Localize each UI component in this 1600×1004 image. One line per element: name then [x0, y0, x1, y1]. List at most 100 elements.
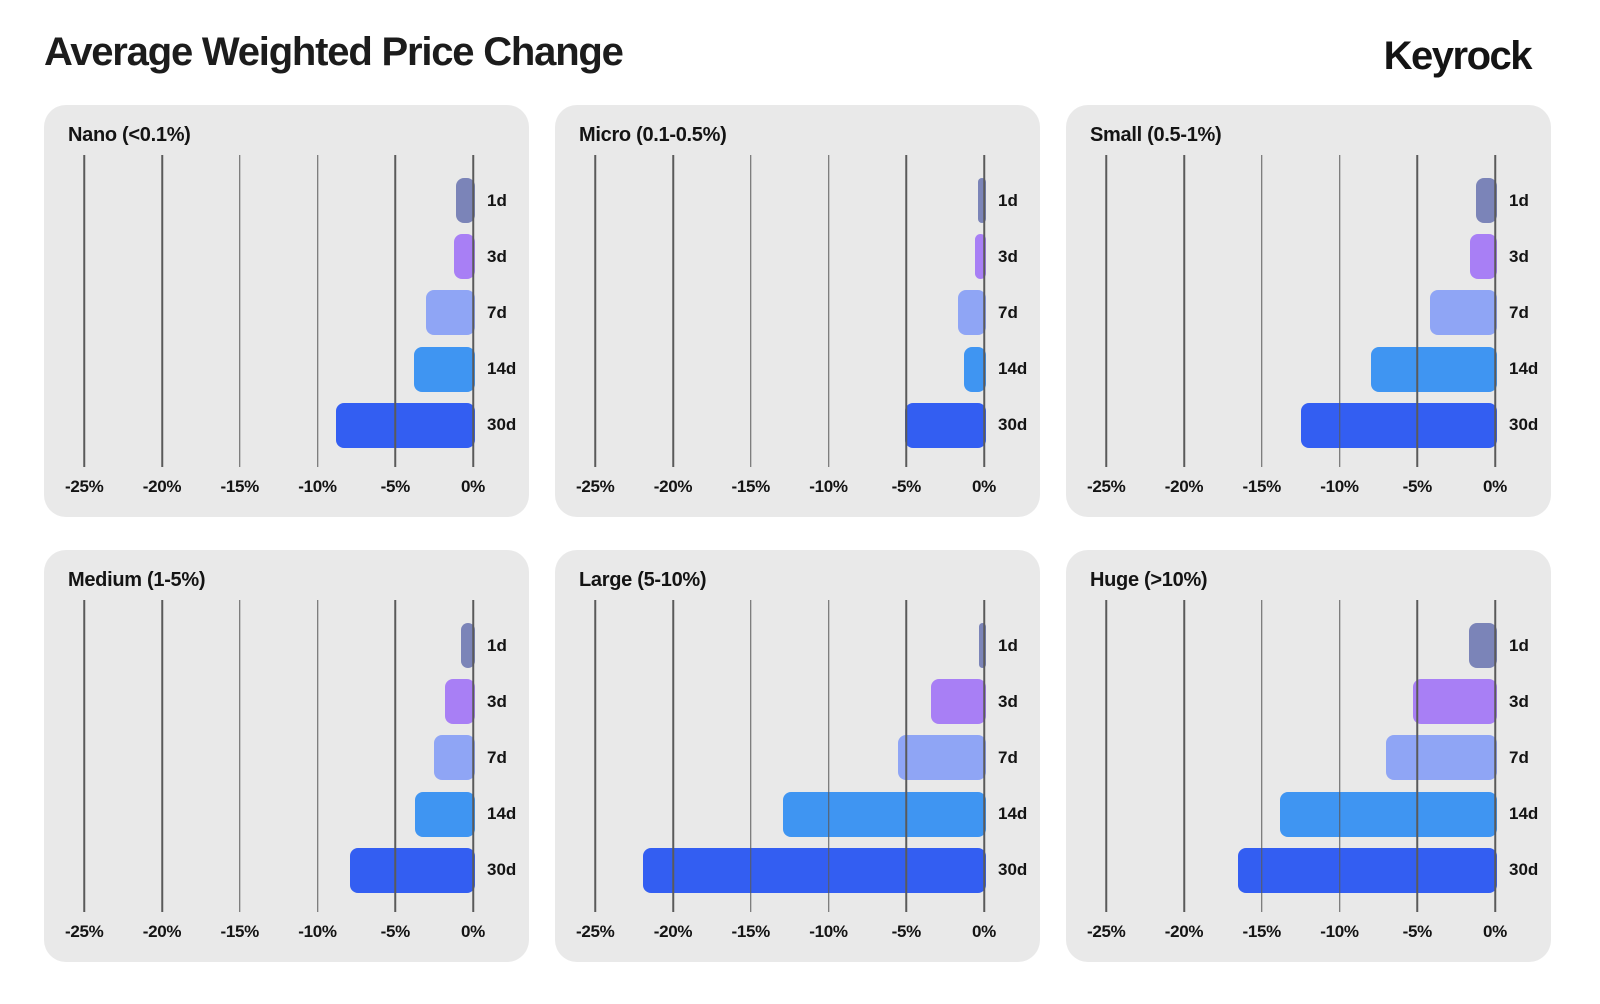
gridline: [239, 155, 241, 467]
gridline: [161, 600, 163, 912]
x-tick-label: -10%: [809, 477, 848, 496]
x-tick-label: -15%: [731, 477, 771, 496]
charts-grid: Nano (<0.1%) 1d 3d 7d 14d 30d -25% -20% -15% -10%…: [44, 105, 1551, 962]
panel-title: Large (5-10%): [579, 569, 707, 591]
x-tick-label: -5%: [1402, 922, 1433, 941]
panel-title: Nano (<0.1%): [68, 124, 191, 146]
category-label-7d: 7d: [1509, 747, 1529, 767]
page-title: Average Weighted Price Change: [44, 30, 624, 74]
x-tick-label: -15%: [731, 922, 771, 941]
x-tick-label: -5%: [380, 922, 411, 941]
panel-micro: Micro (0.1-0.5%) 1d 3d 7d 14d 30d -25% -20% -15%…: [555, 105, 1040, 517]
category-label-7d: 7d: [1509, 302, 1529, 322]
category-label-1d: 1d: [487, 190, 507, 210]
gridline: [239, 600, 241, 912]
bar-7d: [957, 290, 986, 336]
x-tick-label: -15%: [220, 477, 260, 496]
category-label-1d: 1d: [998, 635, 1018, 655]
panel-title: Huge (>10%): [1090, 569, 1208, 591]
bar-30d: [336, 402, 475, 448]
category-label-14d: 14d: [1509, 359, 1539, 379]
x-tick-label: -10%: [298, 922, 337, 941]
category-label-3d: 3d: [1509, 246, 1529, 266]
x-tick-label: -20%: [1164, 922, 1204, 941]
gridline: [672, 600, 674, 912]
bar-3d: [931, 679, 986, 725]
category-label-1d: 1d: [998, 190, 1018, 210]
gridline: [472, 155, 474, 467]
panel-title: Micro (0.1-0.5%): [579, 124, 727, 146]
gridline: [1494, 600, 1496, 912]
x-tick-label: -20%: [142, 922, 182, 941]
category-label-30d: 30d: [998, 415, 1028, 435]
category-label-30d: 30d: [1509, 860, 1539, 880]
x-tick-label: -15%: [1242, 922, 1282, 941]
panel-title: Small (0.5-1%): [1090, 124, 1222, 146]
panel-nano: Nano (<0.1%) 1d 3d 7d 14d 30d -25% -20% -15% -10%…: [44, 105, 529, 517]
gridline: [983, 155, 985, 467]
bar-7d: [426, 290, 475, 336]
category-label-1d: 1d: [487, 635, 507, 655]
x-tick-label: -10%: [1320, 922, 1359, 941]
bar-3d: [454, 234, 475, 280]
bar-14d: [413, 346, 475, 392]
gridline: [905, 155, 907, 467]
header: Average Weighted Price Change Keyrock: [44, 30, 1551, 90]
bar-30d: [904, 402, 986, 448]
category-label-7d: 7d: [998, 747, 1018, 767]
bar-7d: [1429, 290, 1497, 336]
gridline: [83, 600, 85, 912]
x-tick-label: 0%: [461, 477, 485, 496]
gridline: [905, 600, 907, 912]
gridline: [1338, 600, 1341, 912]
gridline: [161, 155, 163, 467]
gridline: [1494, 155, 1496, 467]
category-label-7d: 7d: [998, 302, 1018, 322]
gridline: [827, 155, 830, 467]
gridline: [1261, 155, 1263, 467]
bar-1d: [1468, 623, 1497, 668]
category-label-30d: 30d: [1509, 415, 1539, 435]
gridline: [1416, 155, 1418, 467]
x-tick-label: -25%: [1087, 477, 1126, 496]
gridline: [1261, 600, 1263, 912]
category-label-1d: 1d: [1509, 635, 1529, 655]
x-tick-label: 0%: [1483, 922, 1507, 941]
category-label-14d: 14d: [998, 359, 1028, 379]
x-tick-label: 0%: [1483, 477, 1507, 496]
gridline: [1105, 155, 1107, 467]
bar-7d: [434, 735, 475, 781]
x-tick-label: -25%: [65, 922, 104, 941]
x-tick-label: 0%: [972, 477, 996, 496]
category-label-3d: 3d: [1509, 691, 1529, 711]
category-label-3d: 3d: [487, 246, 507, 266]
x-tick-label: -10%: [809, 922, 848, 941]
category-label-14d: 14d: [1509, 804, 1539, 824]
x-tick-label: -20%: [142, 477, 182, 496]
bar-1d: [979, 623, 986, 668]
bar-30d: [1238, 847, 1497, 893]
x-tick-label: -10%: [1320, 477, 1359, 496]
bar-1d: [460, 623, 475, 668]
gridline: [472, 600, 474, 912]
x-tick-label: -5%: [891, 477, 922, 496]
category-label-7d: 7d: [487, 747, 507, 767]
panel-large: Large (5-10%) 1d 3d 7d 14d 30d -25% -20% -15% -10…: [555, 550, 1040, 962]
gridline: [1183, 155, 1185, 467]
bar-30d: [350, 847, 475, 893]
x-tick-label: -25%: [1087, 922, 1126, 941]
gridline: [1338, 155, 1341, 467]
category-label-14d: 14d: [487, 804, 517, 824]
bar-14d: [415, 791, 475, 837]
x-tick-label: -5%: [1402, 477, 1433, 496]
x-tick-label: -25%: [65, 477, 104, 496]
gridline: [594, 155, 596, 467]
bar-14d: [963, 346, 986, 392]
category-label-3d: 3d: [487, 691, 507, 711]
category-label-30d: 30d: [998, 860, 1028, 880]
x-tick-label: -20%: [653, 477, 693, 496]
bar-1d: [977, 178, 986, 223]
gridline: [594, 600, 596, 912]
category-label-30d: 30d: [487, 415, 517, 435]
